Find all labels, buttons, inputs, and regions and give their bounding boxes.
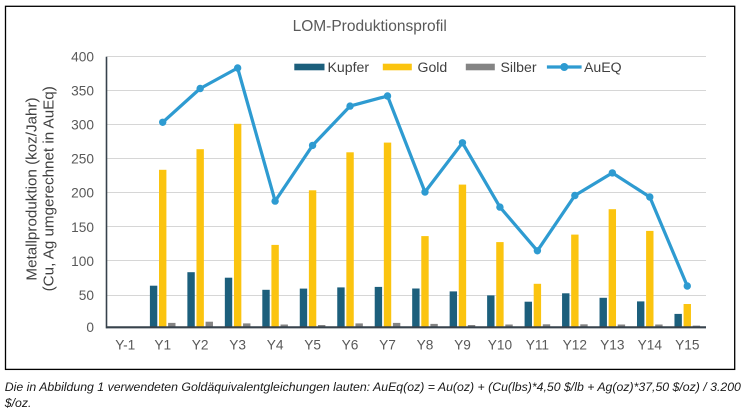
svg-text:Y13: Y13 xyxy=(600,338,625,353)
svg-text:Die in Abbildung 1 verwendeten: Die in Abbildung 1 verwendeten Goldäquiv… xyxy=(5,380,741,394)
svg-text:Y1: Y1 xyxy=(154,338,171,353)
svg-text:100: 100 xyxy=(71,254,94,269)
svg-text:0: 0 xyxy=(86,320,94,335)
svg-text:Y-1: Y-1 xyxy=(115,338,135,353)
svg-text:Y14: Y14 xyxy=(638,338,663,353)
svg-text:Y8: Y8 xyxy=(417,338,434,353)
svg-text:LOM-Produktionsprofil: LOM-Produktionsprofil xyxy=(293,18,447,35)
svg-text:Silber: Silber xyxy=(501,59,537,75)
svg-text:350: 350 xyxy=(71,84,94,99)
svg-text:200: 200 xyxy=(71,186,94,201)
svg-text:250: 250 xyxy=(71,152,94,167)
svg-text:150: 150 xyxy=(71,220,94,235)
svg-text:400: 400 xyxy=(71,50,94,65)
svg-text:Y6: Y6 xyxy=(342,338,359,353)
svg-text:Y10: Y10 xyxy=(488,338,513,353)
svg-text:Y3: Y3 xyxy=(229,338,246,353)
svg-text:Y11: Y11 xyxy=(526,338,549,353)
svg-text:$/oz.: $/oz. xyxy=(4,396,32,410)
svg-text:Gold: Gold xyxy=(418,59,448,75)
svg-text:Metallproduktion (koz/Jahr): Metallproduktion (koz/Jahr) xyxy=(24,97,41,280)
svg-text:Y4: Y4 xyxy=(267,338,284,353)
svg-text:Y12: Y12 xyxy=(563,338,587,353)
svg-text:AuEQ: AuEQ xyxy=(584,59,622,75)
svg-text:(Cu, Ag umgerechnet in AuEq): (Cu, Ag umgerechnet in AuEq) xyxy=(41,86,58,291)
svg-text:Y7: Y7 xyxy=(379,338,396,353)
svg-text:Y15: Y15 xyxy=(675,338,700,353)
svg-text:Y9: Y9 xyxy=(454,338,471,353)
svg-text:Y2: Y2 xyxy=(192,338,209,353)
svg-text:Y5: Y5 xyxy=(304,338,321,353)
svg-text:Kupfer: Kupfer xyxy=(328,59,370,75)
svg-text:50: 50 xyxy=(79,288,95,303)
svg-text:300: 300 xyxy=(71,118,94,133)
